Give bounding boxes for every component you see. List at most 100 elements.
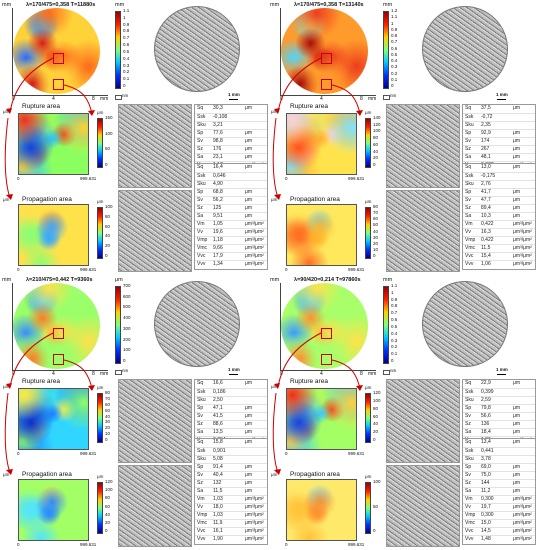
colorbar-tick: 0.4 (123, 55, 130, 61)
param-row: Sa 13,5 μm (195, 428, 267, 436)
param-symbol: Sku (197, 122, 206, 128)
scale-bar (497, 99, 506, 100)
colorbar-tick: 0.6 (391, 45, 398, 51)
colorbar-tick: 0 (391, 358, 394, 363)
param-row: Ssk 0,186 (195, 388, 267, 396)
propagation-height-map (286, 479, 357, 541)
rupture-title: Rupture area (22, 103, 60, 110)
full-colorbar (115, 286, 121, 364)
rupture-relief-image (386, 104, 460, 188)
colorbar-tick: 70 (373, 210, 379, 216)
param-value: 18,0 (213, 504, 223, 510)
param-symbol: Sa (465, 488, 472, 494)
param-value: 1,03 (213, 512, 223, 518)
param-symbol: Sv (465, 413, 471, 419)
param-row: Ssk 0,646 (195, 172, 267, 180)
param-unit: μm (245, 472, 253, 478)
param-row: Sv 56,6 μm (463, 412, 535, 420)
nm-swatch (383, 95, 390, 100)
param-row: Sv 56,2 μm (195, 196, 267, 204)
rupture-title: Rupture area (22, 378, 60, 385)
param-unit: μm (513, 154, 521, 160)
param-unit: μm (245, 421, 253, 427)
param-unit: μm³/μm² (513, 237, 532, 243)
full-colorbar (115, 11, 121, 89)
param-unit: μm³/μm² (245, 229, 264, 235)
param-value: 16,1 (213, 528, 223, 534)
rupture-height-map (286, 388, 357, 450)
rupture-colorbar (365, 393, 371, 443)
param-value: 16,4 (213, 164, 223, 170)
param-row: Sa 18,4 μm (463, 428, 535, 436)
full-relief-image (422, 281, 508, 367)
param-row: Sp 79,8 μm (463, 404, 535, 412)
param-unit: μm (513, 421, 521, 427)
axis-unit: mm (270, 277, 280, 283)
param-value: 56,6 (481, 413, 491, 419)
param-row: Sv 40,4 μm (195, 471, 267, 479)
param-row: Sq 13,4 μm (463, 439, 535, 447)
param-unit: μm (245, 213, 253, 219)
param-symbol: Sku (465, 456, 474, 462)
scale-bar (497, 374, 506, 375)
propagation-height-map (286, 204, 357, 266)
axis-unit: μm (271, 384, 278, 389)
param-value: 98,8 (213, 138, 223, 144)
param-symbol: Sv (465, 197, 471, 203)
colorbar-tick: 700 (123, 283, 131, 288)
colorbar-tick: 1.1 (391, 14, 398, 20)
param-value: 10,3 (481, 213, 491, 219)
condition-title: λ=210/475=0,442 T=9360s (26, 277, 93, 283)
param-row: Vmp 0,300 μm³/μm² (463, 511, 535, 519)
axis-tick: 999.631 (80, 542, 97, 547)
rupture-colorbar (97, 118, 103, 168)
param-symbol: Vmc (197, 245, 207, 251)
param-unit: μm (513, 464, 521, 470)
param-unit: μm (245, 488, 253, 494)
rupture-height-map (286, 113, 357, 175)
param-row: Vvc 17,9 μm³/μm² (195, 252, 267, 260)
scale-unit: mm (383, 2, 393, 8)
rupture-height-map (18, 113, 89, 175)
param-unit: μm (513, 405, 521, 411)
param-row: Vvv 1,34 μm³/μm² (195, 260, 267, 268)
param-unit: μm³/μm² (245, 520, 264, 526)
colorbar-tick: 1.2 (391, 8, 398, 13)
param-value: 0,422 (481, 221, 494, 227)
param-symbol: Vvc (197, 528, 206, 534)
param-value: 69,0 (481, 464, 491, 470)
param-unit: μm (513, 439, 521, 445)
param-symbol: Vv (197, 504, 203, 510)
colorbar-tick: 0.4 (391, 58, 398, 63)
colorbar-tick: 100 (373, 397, 381, 403)
rupture-relief-image (118, 379, 192, 463)
param-row: Sq 13,0 μm (463, 164, 535, 172)
param-row: Vv 18,0 μm³/μm² (195, 503, 267, 511)
axis-unit: mm (270, 2, 280, 8)
arrow-to-propagation (272, 392, 279, 474)
axis-unit: μm (3, 109, 10, 114)
param-symbol: Vvv (465, 261, 474, 267)
param-symbol: Sp (197, 405, 204, 411)
param-row: Sv 47,7 μm (463, 196, 535, 204)
param-value: 18,4 (481, 429, 491, 435)
scale-bar-label: 1 mm (228, 367, 240, 372)
param-row: Sz 89,4 μm (463, 204, 535, 212)
axis-tick: 0 (280, 96, 283, 102)
propagation-marker-square (53, 79, 64, 90)
colorbar-tick: 0.1 (391, 351, 398, 357)
param-unit: μm³/μm² (245, 504, 264, 510)
param-value: 14,5 (481, 528, 491, 534)
propagation-colorbar (365, 207, 371, 259)
propagation-parameter-table: Sq 15,8 μm Ssk 0,901 Sku 5,08 Sp 91,4 μm Sv 40,4 μm S… (194, 438, 268, 545)
colorbar-tick: 50 (373, 503, 379, 509)
panel-1: mm 0 4 8 mm λ=170/475=0,358 T=11880s mm 1.1 1 0.9… (0, 0, 268, 275)
param-value: 15,0 (481, 520, 491, 526)
axis-tick: 0 (12, 371, 15, 377)
param-value: 30,3 (213, 105, 223, 111)
colorbar-tick: 60 (105, 401, 111, 407)
colorbar-tick: 300 (123, 325, 131, 331)
param-row: Sz 125 μm (195, 204, 267, 212)
colorbar-tick: 70 (105, 395, 111, 401)
param-row: Vvv 1,06 μm³/μm² (463, 260, 535, 268)
